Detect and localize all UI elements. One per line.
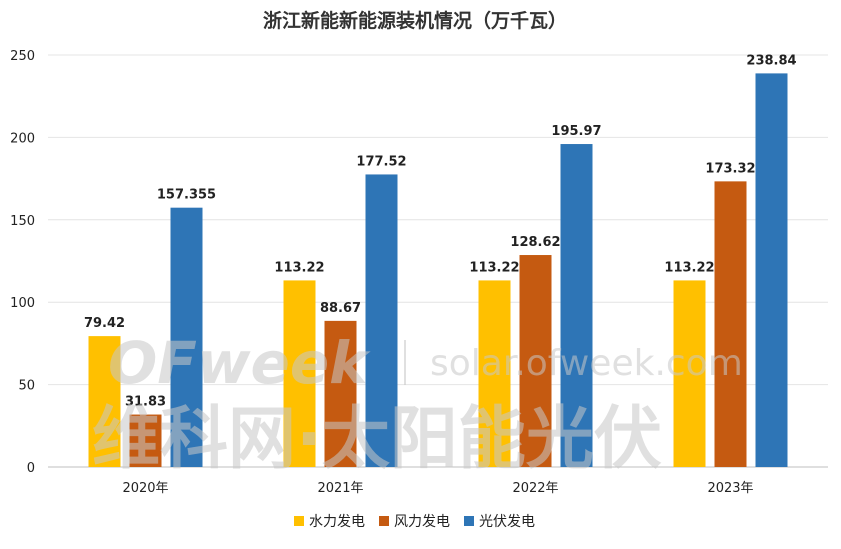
data-label: 113.22 (664, 260, 714, 275)
chart-title: 浙江新能新能源装机情况（万千瓦） (263, 9, 567, 32)
x-axis: 2020年 2021年 2022年 2023年 (122, 481, 753, 496)
legend-label: 风力发电 (394, 514, 450, 530)
y-tick-label: 100 (10, 296, 35, 311)
data-label: 88.67 (320, 301, 361, 316)
data-label: 79.42 (84, 316, 125, 331)
y-tick-label: 0 (27, 461, 35, 476)
x-tick-label: 2021年 (317, 481, 363, 496)
watermark-cn: 维科网·太阳能光伏 (92, 400, 662, 479)
bar (478, 280, 511, 467)
data-label: 238.84 (746, 53, 796, 68)
legend-swatch (379, 516, 389, 526)
data-label: 177.52 (356, 154, 406, 169)
x-tick-label: 2020年 (122, 481, 168, 496)
data-label: 31.83 (125, 395, 166, 410)
bar (283, 280, 316, 467)
bar (519, 255, 552, 467)
legend-swatch (294, 516, 304, 526)
data-label: 157.355 (157, 188, 216, 203)
legend: 水力发电 风力发电 光伏发电 (294, 514, 535, 530)
bar (88, 336, 121, 467)
watermark-site: solar.ofweek.com (430, 343, 743, 384)
y-tick-label: 250 (10, 49, 35, 64)
y-axis: 0 50 100 150 200 250 (10, 49, 35, 476)
bar (324, 320, 357, 467)
bars (88, 73, 788, 468)
y-tick-label: 200 (10, 131, 35, 146)
data-label: 173.32 (705, 161, 755, 176)
bar (755, 73, 788, 468)
x-tick-label: 2023年 (707, 481, 753, 496)
y-tick-label: 150 (10, 214, 35, 229)
bar (129, 414, 162, 467)
bar (365, 174, 398, 468)
legend-label: 光伏发电 (479, 514, 535, 530)
legend-label: 水力发电 (309, 514, 365, 530)
x-tick-label: 2022年 (512, 481, 558, 496)
data-label: 195.97 (551, 124, 601, 139)
bar (673, 280, 706, 467)
y-tick-label: 50 (18, 379, 35, 394)
watermark-logo: OFweek (108, 329, 371, 397)
bar (714, 181, 747, 467)
bar (560, 144, 593, 467)
watermark: OFweek solar.ofweek.com 维科网·太阳能光伏 (92, 329, 743, 479)
legend-swatch (464, 516, 474, 526)
bar (170, 207, 203, 467)
data-label: 113.22 (274, 260, 324, 275)
data-label: 113.22 (469, 260, 519, 275)
data-label: 128.62 (510, 235, 560, 250)
data-labels: 79.42 31.83 157.355 113.22 88.67 177.52 113.22… (84, 53, 797, 409)
